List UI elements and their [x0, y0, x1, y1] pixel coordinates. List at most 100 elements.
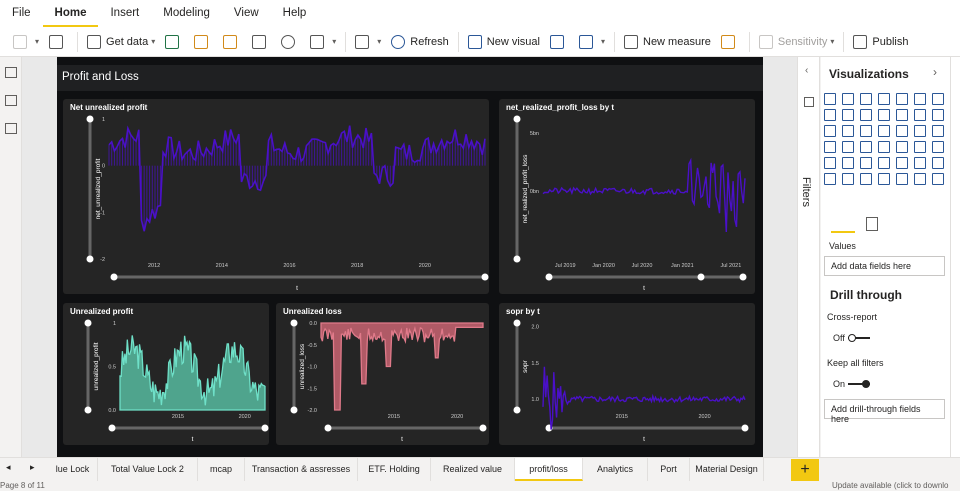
- visual-type-icon[interactable]: [860, 173, 872, 185]
- visual-type-icon[interactable]: [824, 173, 836, 185]
- visual-unrealized-loss[interactable]: Unrealized loss unrealized_loss t 0.0 -0.5 -…: [276, 303, 489, 445]
- chevron-left-icon[interactable]: ‹: [805, 65, 809, 76]
- excel-button[interactable]: [160, 30, 189, 54]
- visual-type-icon[interactable]: [932, 173, 944, 185]
- visual-type-icon[interactable]: [842, 173, 854, 185]
- menu-help[interactable]: Help: [282, 7, 307, 19]
- visual-sopr[interactable]: sopr by t sopr t 2.0 1.5 1.0 2015 2020: [499, 303, 755, 445]
- visual-type-icon[interactable]: [878, 173, 890, 185]
- format-paint-roller-icon[interactable]: [866, 217, 878, 231]
- page-tab[interactable]: Realized value: [431, 458, 515, 481]
- transform-button[interactable]: ▾: [305, 30, 341, 54]
- page-tab[interactable]: Analytics: [583, 458, 648, 481]
- visual-type-icon[interactable]: [878, 93, 890, 105]
- text-box-button[interactable]: [545, 30, 574, 54]
- visual-type-icon[interactable]: [860, 93, 872, 105]
- visual-type-icon[interactable]: [914, 109, 926, 121]
- data-view-icon[interactable]: [5, 95, 17, 106]
- update-available-link[interactable]: Update available (click to downlo: [832, 481, 949, 490]
- page-tab[interactable]: profit/loss: [515, 458, 583, 481]
- model-view-icon[interactable]: [5, 123, 17, 134]
- menu-home[interactable]: Home: [42, 0, 99, 27]
- visual-type-icon[interactable]: [932, 125, 944, 137]
- visual-net-unrealized-profit[interactable]: Net unrealized profit net_unrealized_pro…: [63, 99, 489, 294]
- visual-type-icon[interactable]: [824, 93, 836, 105]
- add-data-fields-well[interactable]: Add data fields here: [824, 256, 945, 276]
- more-visuals-button[interactable]: ▾: [574, 30, 610, 54]
- scroll-right-icon[interactable]: ▸: [30, 462, 35, 472]
- visual-type-icon[interactable]: [896, 125, 908, 137]
- format-painter-button[interactable]: [44, 30, 73, 54]
- scroll-left-icon[interactable]: ◂: [6, 462, 11, 472]
- page-tab[interactable]: Total Value Lock 2: [98, 458, 198, 481]
- fields-well-icon[interactable]: [831, 217, 855, 233]
- visual-type-icon[interactable]: [878, 125, 890, 137]
- table-button[interactable]: [247, 30, 276, 54]
- filters-pane-collapsed[interactable]: ‹ Filters: [797, 57, 820, 457]
- visual-type-icon[interactable]: [896, 141, 908, 153]
- quick-measure-button[interactable]: [716, 30, 745, 54]
- dataset-button[interactable]: [189, 30, 218, 54]
- visual-type-icon[interactable]: [896, 93, 908, 105]
- visual-type-icon[interactable]: [914, 157, 926, 169]
- page-tab[interactable]: mcap: [198, 458, 245, 481]
- refresh-button[interactable]: Refresh: [386, 30, 454, 54]
- menu-view[interactable]: View: [233, 7, 259, 19]
- add-page-button[interactable]: +: [791, 459, 819, 481]
- visual-type-icon[interactable]: [896, 109, 908, 121]
- visual-type-icon[interactable]: [878, 109, 890, 121]
- visual-type-icon[interactable]: [824, 109, 836, 121]
- visual-type-icon[interactable]: [914, 141, 926, 153]
- page-tab[interactable]: Transaction & assresses: [245, 458, 358, 481]
- page-tab[interactable]: lue Lock: [48, 458, 98, 481]
- visual-type-icon[interactable]: [932, 109, 944, 121]
- visual-type-icon[interactable]: [860, 141, 872, 153]
- visual-type-icon[interactable]: [860, 157, 872, 169]
- visual-type-icon[interactable]: [842, 157, 854, 169]
- report-view-icon[interactable]: [5, 67, 17, 78]
- menu-modeling[interactable]: Modeling: [163, 7, 210, 19]
- visual-type-icon[interactable]: [914, 93, 926, 105]
- y-slider-handle: [513, 115, 521, 123]
- dataflow-button[interactable]: [218, 30, 247, 54]
- menu-insert[interactable]: Insert: [110, 7, 140, 19]
- ribbon-toolbar: ▾ Get data ▾ ▾ ▾ Refresh New visual ▾ New…: [0, 27, 960, 57]
- chevron-right-icon[interactable]: ›: [933, 65, 937, 79]
- visual-type-icon[interactable]: [878, 157, 890, 169]
- add-drill-through-well[interactable]: Add drill-through fields here: [824, 399, 945, 424]
- visual-type-icon[interactable]: [932, 93, 944, 105]
- page-tab[interactable]: ETF. Holding: [358, 458, 431, 481]
- menu-file[interactable]: File: [12, 7, 31, 19]
- publish-button[interactable]: Publish: [848, 30, 913, 54]
- paste-button[interactable]: ▾: [8, 30, 44, 54]
- keep-filters-toggle[interactable]: [848, 380, 870, 388]
- fields-pane-collapsed[interactable]: [950, 57, 960, 457]
- visual-type-icon[interactable]: [824, 141, 836, 153]
- visual-unrealized-profit[interactable]: Unrealized profit unrealized_profit t 1 0.5…: [63, 303, 269, 445]
- visual-type-icon[interactable]: [914, 173, 926, 185]
- get-data-button[interactable]: Get data ▾: [82, 30, 160, 54]
- visual-type-icon[interactable]: [932, 157, 944, 169]
- new-visual-button[interactable]: New visual: [463, 30, 545, 54]
- visual-net-realized-profit-loss[interactable]: net_realized_profit_loss by t net_realiz…: [499, 99, 755, 294]
- visual-type-icon[interactable]: [842, 93, 854, 105]
- visual-type-icon[interactable]: [932, 141, 944, 153]
- sensitivity-button[interactable]: Sensitivity ▾: [754, 30, 840, 54]
- new-measure-button[interactable]: New measure: [619, 30, 716, 54]
- visual-type-icon[interactable]: [896, 157, 908, 169]
- visual-type-icon[interactable]: [842, 125, 854, 137]
- visual-type-icon[interactable]: [842, 109, 854, 121]
- visual-type-icon[interactable]: [896, 173, 908, 185]
- page-tab[interactable]: Material Design: [690, 458, 764, 481]
- visual-type-icon[interactable]: [842, 141, 854, 153]
- transform-data-button[interactable]: ▾: [350, 30, 386, 54]
- visual-type-icon[interactable]: [914, 125, 926, 137]
- cross-report-toggle[interactable]: [848, 334, 870, 342]
- page-tab[interactable]: Port: [648, 458, 690, 481]
- visual-type-icon[interactable]: [824, 125, 836, 137]
- visual-type-icon[interactable]: [860, 109, 872, 121]
- visual-type-icon[interactable]: [878, 141, 890, 153]
- visual-type-icon[interactable]: [860, 125, 872, 137]
- recent-sources-button[interactable]: [276, 30, 305, 54]
- visual-type-icon[interactable]: [824, 157, 836, 169]
